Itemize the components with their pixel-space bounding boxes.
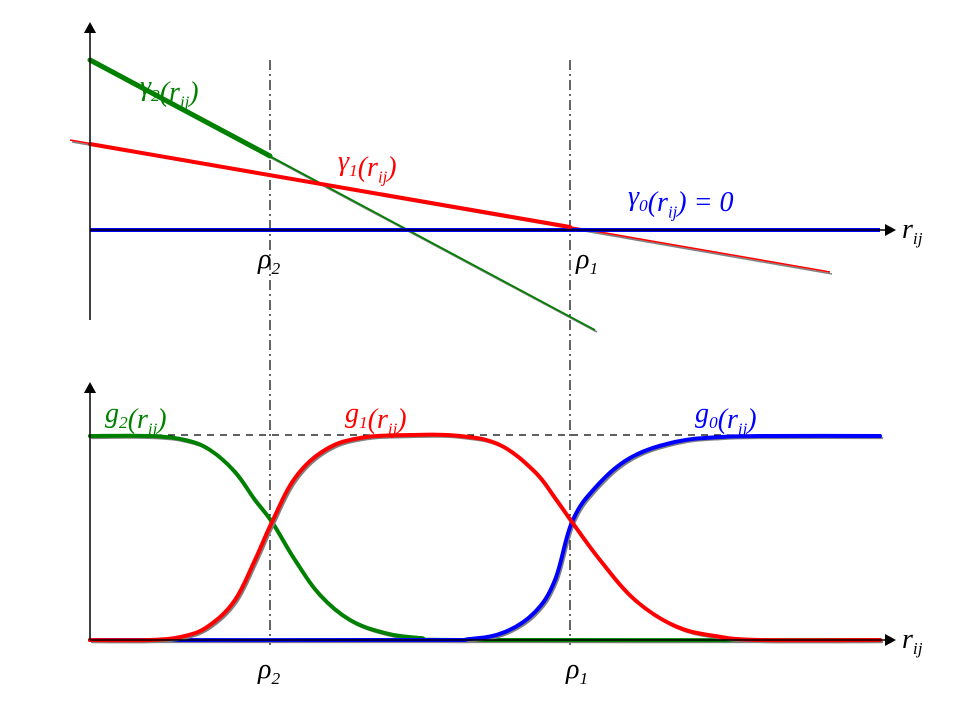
figure-svg: γ2(rij)γ1(rij)γ0(rij) = 0ρ2ρ1rijg2(rij)g… — [0, 0, 960, 720]
